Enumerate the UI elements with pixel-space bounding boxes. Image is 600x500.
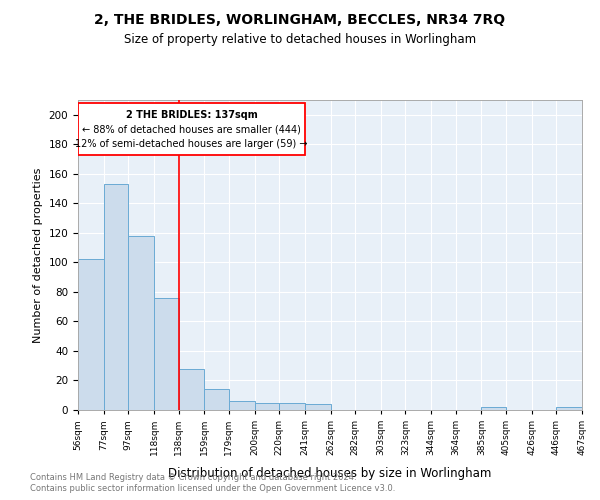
X-axis label: Distribution of detached houses by size in Worlingham: Distribution of detached houses by size … bbox=[169, 466, 491, 479]
Bar bbox=[205, 390, 229, 410]
Text: 2, THE BRIDLES, WORLINGHAM, BECCLES, NR34 7RQ: 2, THE BRIDLES, WORLINGHAM, BECCLES, NR3… bbox=[94, 12, 506, 26]
Text: Contains HM Land Registry data © Crown copyright and database right 2024.: Contains HM Land Registry data © Crown c… bbox=[30, 472, 356, 482]
Bar bbox=[229, 401, 254, 410]
Bar bbox=[556, 407, 582, 410]
Text: Size of property relative to detached houses in Worlingham: Size of property relative to detached ho… bbox=[124, 32, 476, 46]
Text: Contains public sector information licensed under the Open Government Licence v3: Contains public sector information licen… bbox=[30, 484, 395, 493]
Bar bbox=[78, 103, 305, 154]
Bar bbox=[128, 236, 154, 410]
Y-axis label: Number of detached properties: Number of detached properties bbox=[33, 168, 43, 342]
Bar bbox=[154, 298, 179, 410]
Bar bbox=[254, 402, 279, 410]
Text: 2 THE BRIDLES: 137sqm: 2 THE BRIDLES: 137sqm bbox=[125, 110, 257, 120]
Text: ← 88% of detached houses are smaller (444): ← 88% of detached houses are smaller (44… bbox=[82, 124, 301, 134]
Bar bbox=[481, 407, 506, 410]
Bar bbox=[104, 184, 128, 410]
Bar bbox=[305, 404, 331, 410]
Bar bbox=[78, 260, 104, 410]
Bar bbox=[179, 368, 205, 410]
Bar bbox=[279, 402, 305, 410]
Text: 12% of semi-detached houses are larger (59) →: 12% of semi-detached houses are larger (… bbox=[75, 140, 308, 149]
